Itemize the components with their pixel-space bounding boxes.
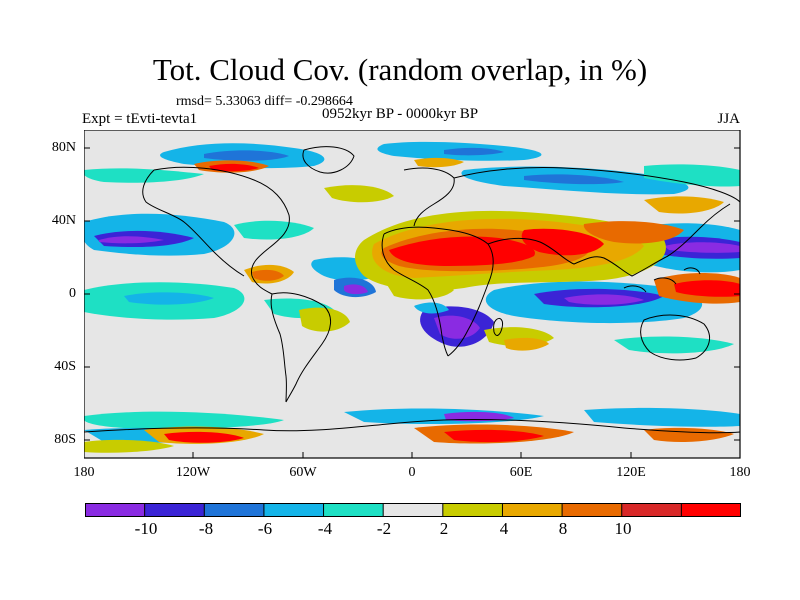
stats-label: rmsd= 5.33063 diff= -0.298664 (176, 94, 353, 109)
colorbar (85, 503, 741, 517)
lon-tick-180e: 180 (729, 465, 751, 480)
positive-anomalies (84, 157, 740, 453)
cloud-anomaly-map (84, 130, 741, 459)
lon-tick-120w: 120W (175, 465, 211, 480)
lon-tick-60e: 60E (509, 465, 533, 480)
colorbar-label: -4 (317, 519, 333, 538)
colorbar-label: -6 (257, 519, 273, 538)
colorbar-label: 2 (439, 519, 449, 538)
colorbar-label: -10 (134, 519, 158, 538)
colorbar-swatch (502, 503, 563, 517)
lat-tick-80n: 80N (51, 140, 76, 155)
period-label: 0952kyr BP - 0000kyr BP (322, 106, 479, 122)
colorbar-label: -2 (376, 519, 392, 538)
colorbar-swatch (144, 503, 205, 517)
colorbar-swatch (562, 503, 623, 517)
season-label: JJA (717, 111, 740, 127)
colorbar-swatch (263, 503, 325, 517)
lat-tick-0: 0 (69, 286, 76, 301)
experiment-label: Expt = tEvti-tevta1 (82, 111, 198, 127)
lon-tick-0: 0 (408, 465, 416, 480)
lon-tick-120e: 120E (616, 465, 646, 480)
colorbar-swatch (85, 503, 146, 517)
lat-tick-40s: 40S (54, 359, 76, 374)
map-title: Tot. Cloud Cov. (random overlap, in %) (152, 52, 648, 87)
colorbar-label: 10 (614, 519, 632, 538)
lat-tick-40n: 40N (51, 213, 76, 228)
lon-tick-60w: 60W (289, 465, 317, 480)
colorbar-swatch (323, 503, 384, 517)
colorbar-swatch (621, 503, 682, 517)
colorbar-swatch (681, 503, 741, 517)
colorbar-label: 8 (558, 519, 568, 538)
colorbar-swatch (442, 503, 503, 517)
lat-tick-80s: 80S (54, 432, 76, 447)
colorbar-label: 4 (499, 519, 509, 538)
coastlines (84, 146, 740, 434)
colorbar-label: -8 (198, 519, 214, 538)
lon-tick-180w: 180 (73, 465, 95, 480)
colorbar-swatch (204, 503, 265, 517)
colorbar-swatch (383, 503, 444, 517)
